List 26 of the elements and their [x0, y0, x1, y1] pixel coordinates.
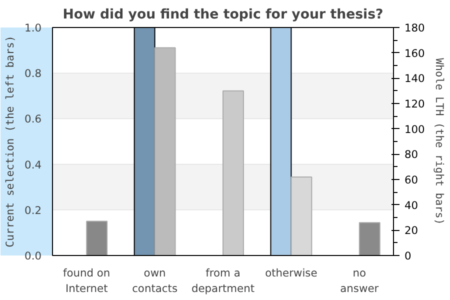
bar: [86, 220, 108, 256]
bar: [358, 222, 380, 256]
y2-tick-label: 0: [404, 250, 412, 262]
y2-axis-title: Whole LTH (the right bars): [432, 58, 446, 225]
y-tick-label: 0.4: [24, 158, 42, 172]
y2-tick-label: 140: [404, 72, 426, 86]
chart-title: How did you find the topic for your thesis?: [62, 8, 384, 22]
y-tick-label: 0.2: [24, 204, 42, 217]
y2-tick-label: 80: [404, 148, 418, 162]
y2-tick-label: 60: [404, 174, 418, 186]
y2-tick-label: 120: [404, 98, 426, 110]
x-tick-label: no answer: [340, 266, 380, 296]
x-tick-label: own contacts: [132, 266, 178, 296]
x-tick-label: found on Internet: [63, 266, 110, 296]
y2-tick-label: 40: [404, 198, 418, 212]
x-tick-label: otherwise: [265, 266, 318, 280]
y-tick-label: 0.6: [24, 112, 42, 126]
y2-tick-label: 100: [404, 122, 426, 136]
y-tick-label: 0.0: [24, 250, 42, 262]
y-axis-title: Current selection (the left bars): [4, 36, 17, 248]
y2-tick-label: 180: [404, 22, 426, 34]
y-tick-label: 0.8: [24, 67, 42, 80]
x-tick-label: from a department: [191, 266, 255, 296]
y-tick-label: 1.0: [24, 22, 42, 34]
y2-tick-label: 20: [404, 224, 418, 238]
y2-tick-label: 160: [404, 46, 426, 60]
